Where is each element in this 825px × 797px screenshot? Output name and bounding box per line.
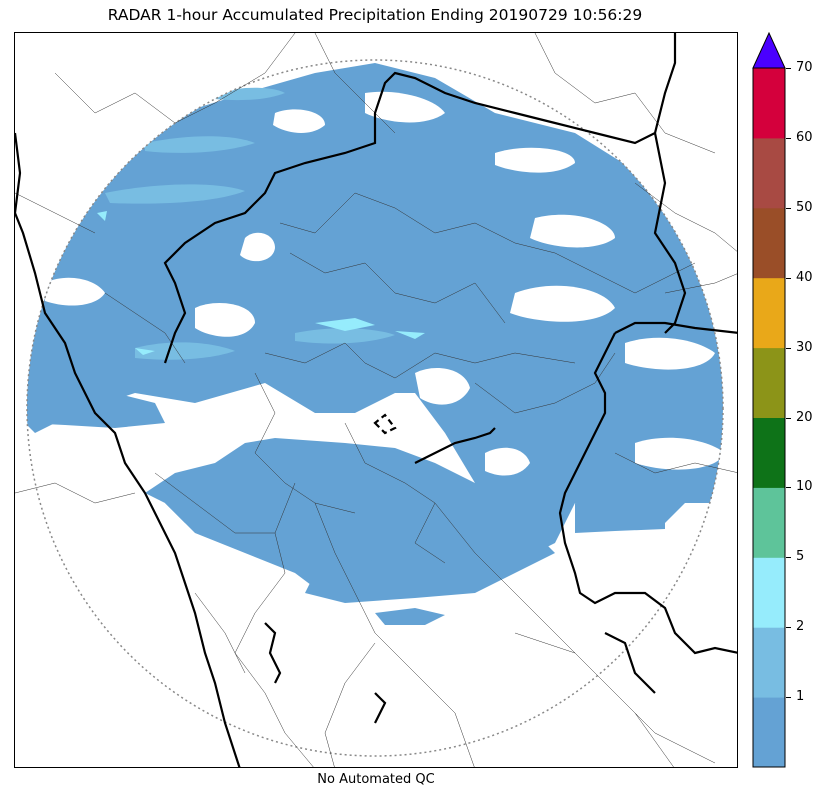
precip-east-band bbox=[575, 503, 665, 533]
map-title: RADAR 1-hour Accumulated Precipitation E… bbox=[107, 6, 643, 24]
colorbar-band bbox=[753, 697, 785, 768]
colorbar-tick-mark bbox=[786, 487, 791, 489]
colorbar-tick-mark bbox=[786, 137, 791, 139]
colorbar-band bbox=[753, 347, 785, 418]
precip-southern-small bbox=[375, 608, 445, 625]
colorbar-tick-mark bbox=[786, 697, 791, 699]
radar-map bbox=[14, 32, 738, 768]
colorbar-band bbox=[753, 207, 785, 279]
qc-footnote: No Automated QC bbox=[317, 772, 435, 787]
precip-lower-band bbox=[165, 473, 555, 603]
colorbar-band bbox=[753, 487, 785, 558]
colorbar-tick-mark bbox=[786, 347, 791, 349]
colorbar-band bbox=[753, 68, 785, 139]
colorbar-band bbox=[753, 417, 785, 488]
colorbar-tick-label: 70 bbox=[796, 60, 813, 75]
colorbar-extend-arrow bbox=[752, 32, 786, 69]
colorbar-tick-label: 2 bbox=[796, 619, 805, 635]
colorbar-band bbox=[753, 137, 785, 209]
colorbar-band bbox=[753, 277, 785, 349]
colorbar-band bbox=[753, 557, 785, 628]
colorbar-tick-label: 1 bbox=[796, 689, 805, 705]
state-borders bbox=[15, 33, 737, 767]
colorbar-tick-label: 30 bbox=[796, 339, 813, 355]
colorbar-tick-label: 20 bbox=[796, 409, 813, 425]
colorbar-band bbox=[753, 627, 785, 698]
precip-southern-strip bbox=[295, 553, 485, 598]
colorbar-tick-label: 10 bbox=[796, 479, 813, 495]
radar-range-ring bbox=[26, 59, 724, 757]
precipitation-colorbar bbox=[752, 32, 786, 768]
colorbar-tick-mark bbox=[786, 207, 791, 209]
colorbar-tick-label: 5 bbox=[796, 549, 805, 565]
colorbar-tick-mark bbox=[786, 277, 791, 279]
colorbar-tick-label: 60 bbox=[796, 129, 813, 145]
colorbar-tick-mark bbox=[786, 557, 791, 559]
colorbar-tick-mark bbox=[786, 627, 791, 629]
precipitation-field bbox=[27, 63, 723, 625]
colorbar-tick-label: 40 bbox=[796, 269, 813, 285]
colorbar-tick-mark bbox=[786, 417, 791, 419]
colorbar-tick-label: 50 bbox=[796, 199, 813, 215]
precip-west-band bbox=[27, 388, 165, 428]
district-borders bbox=[15, 33, 737, 767]
colorbar-tick-mark bbox=[786, 68, 791, 69]
